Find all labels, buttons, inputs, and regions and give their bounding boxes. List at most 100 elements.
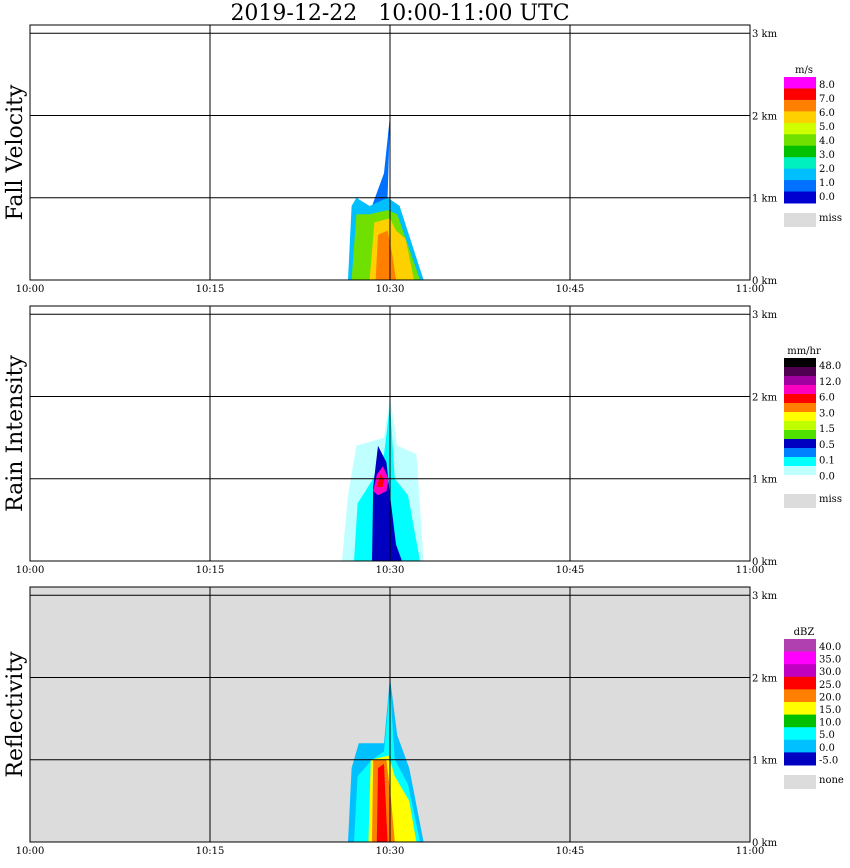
legend-color-swatch bbox=[784, 676, 816, 690]
legend-tick-label: 6.0 bbox=[819, 108, 835, 119]
legend-tick-label: 40.0 bbox=[819, 642, 841, 653]
plot-frame bbox=[29, 305, 751, 562]
legend-color-swatch bbox=[784, 99, 816, 112]
x-tick-label: 10:00 bbox=[16, 284, 45, 295]
legend-tick-label: 1.5 bbox=[819, 424, 835, 435]
legend-color-swatch bbox=[784, 191, 816, 204]
x-tick-label: 10:30 bbox=[376, 565, 405, 576]
legend-missing-label: none bbox=[819, 775, 844, 786]
legend-missing-swatch bbox=[784, 494, 816, 508]
panel-3 bbox=[29, 586, 816, 843]
legend-unit: m/s bbox=[795, 65, 813, 76]
legend-tick-label: 25.0 bbox=[819, 680, 841, 691]
legend-color-swatch bbox=[784, 358, 816, 368]
x-tick-label: 10:45 bbox=[556, 284, 585, 295]
legend-color-swatch bbox=[784, 752, 816, 766]
legend-tick-label: 35.0 bbox=[819, 655, 841, 666]
legend-color-swatch bbox=[784, 475, 816, 485]
x-tick-label: 10:15 bbox=[196, 846, 225, 857]
legend-tick-label: 48.0 bbox=[819, 361, 841, 372]
legend-tick-label: 8.0 bbox=[819, 80, 835, 91]
legend-color-swatch bbox=[784, 739, 816, 753]
y-axis-label: Reflectivity bbox=[3, 651, 28, 778]
legend-unit: dBZ bbox=[794, 627, 815, 638]
legend-color-swatch bbox=[784, 145, 816, 158]
legend-tick-label: 4.0 bbox=[819, 136, 835, 147]
legend-tick-label: 0.0 bbox=[819, 192, 835, 203]
legend-tick-label: 15.0 bbox=[819, 705, 841, 716]
legend-color-swatch bbox=[784, 664, 816, 678]
legend-color-swatch bbox=[784, 385, 816, 395]
legend-tick-label: 3.0 bbox=[819, 408, 835, 419]
x-tick-label: 10:00 bbox=[16, 846, 45, 857]
legend-color-swatch bbox=[784, 376, 816, 386]
y-tick-label: 3 km bbox=[752, 591, 778, 602]
legend-color-swatch bbox=[784, 134, 816, 147]
legend-color-swatch bbox=[784, 394, 816, 404]
legend-color-swatch bbox=[784, 111, 816, 124]
y-tick-label: 2 km bbox=[752, 392, 778, 403]
x-tick-label: 11:00 bbox=[736, 284, 765, 295]
y-tick-label: 0 km bbox=[752, 557, 778, 568]
y-tick-label: 3 km bbox=[752, 310, 778, 321]
legend-missing-label: miss bbox=[819, 494, 842, 505]
legend-color-swatch bbox=[784, 421, 816, 431]
legend-tick-label: 0.1 bbox=[819, 456, 835, 467]
echo-region bbox=[376, 763, 388, 842]
legend-tick-label: 0.0 bbox=[819, 743, 835, 754]
legend-color-swatch bbox=[784, 168, 816, 181]
x-tick-label: 10:15 bbox=[196, 284, 225, 295]
y-tick-label: 1 km bbox=[752, 756, 778, 767]
legend-tick-label: 7.0 bbox=[819, 94, 835, 105]
legend-color-swatch bbox=[784, 689, 816, 703]
legend-color-swatch bbox=[784, 457, 816, 467]
x-tick-label: 11:00 bbox=[736, 846, 765, 857]
y-tick-label: 0 km bbox=[752, 838, 778, 849]
x-tick-label: 10:15 bbox=[196, 565, 225, 576]
x-tick-label: 10:45 bbox=[556, 846, 585, 857]
y-axis-label: Fall Velocity bbox=[3, 84, 28, 220]
legend-color-swatch bbox=[784, 412, 816, 422]
x-tick-label: 10:45 bbox=[556, 565, 585, 576]
legend-color-swatch bbox=[784, 639, 816, 653]
x-tick-label: 10:30 bbox=[376, 284, 405, 295]
legend-color-swatch bbox=[784, 88, 816, 101]
legend-tick-label: 30.0 bbox=[819, 667, 841, 678]
legend-color-swatch bbox=[784, 727, 816, 741]
legend-tick-label: -5.0 bbox=[819, 755, 838, 766]
legend-unit: mm/hr bbox=[787, 346, 821, 357]
plot-frame bbox=[29, 24, 751, 281]
legend-tick-label: 6.0 bbox=[819, 393, 835, 404]
panel-1 bbox=[29, 24, 816, 281]
legend-color-swatch bbox=[784, 122, 816, 135]
y-tick-label: 2 km bbox=[752, 111, 778, 122]
legend-tick-label: 3.0 bbox=[819, 150, 835, 161]
x-tick-label: 10:30 bbox=[376, 846, 405, 857]
legend-color-swatch bbox=[784, 651, 816, 665]
legend-tick-label: 0.0 bbox=[819, 471, 835, 482]
legend-tick-label: 2.0 bbox=[819, 164, 835, 175]
legend-color-swatch bbox=[784, 180, 816, 193]
legend-color-swatch bbox=[784, 430, 816, 440]
legend-tick-label: 5.0 bbox=[819, 122, 835, 133]
x-tick-label: 10:00 bbox=[16, 565, 45, 576]
legend-color-swatch bbox=[784, 157, 816, 170]
chart-title: 2019-12-22 10:00-11:00 UTC bbox=[230, 1, 570, 26]
legend-color-swatch bbox=[784, 448, 816, 458]
y-tick-label: 1 km bbox=[752, 475, 778, 486]
legend-tick-label: 1.0 bbox=[819, 178, 835, 189]
legend-tick-label: 20.0 bbox=[819, 692, 841, 703]
legend-color-swatch bbox=[784, 403, 816, 413]
legend-color-swatch bbox=[784, 702, 816, 716]
echo-region bbox=[375, 230, 396, 280]
legend-tick-label: 12.0 bbox=[819, 377, 841, 388]
y-tick-label: 0 km bbox=[752, 276, 778, 287]
legend-tick-label: 5.0 bbox=[819, 730, 835, 741]
y-tick-label: 1 km bbox=[752, 194, 778, 205]
legend-color-swatch bbox=[784, 439, 816, 449]
panel-2 bbox=[29, 305, 816, 562]
legend-missing-swatch bbox=[784, 213, 816, 227]
echo-region bbox=[376, 474, 384, 487]
legend-color-swatch bbox=[784, 466, 816, 476]
